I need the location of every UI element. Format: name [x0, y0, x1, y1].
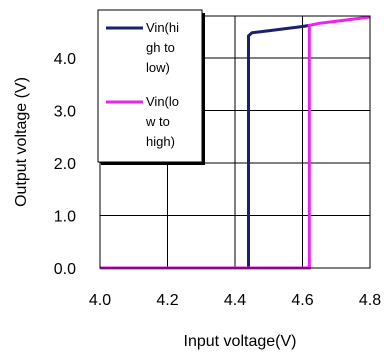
legend-box — [97, 9, 203, 163]
x-tick-label: 4.4 — [224, 292, 246, 309]
y-tick-label: 4.0 — [54, 51, 76, 68]
y-tick-label: 1.0 — [54, 209, 76, 226]
legend-label-2: Vin(lo — [146, 94, 179, 109]
legend-label-2: high) — [146, 134, 175, 149]
x-tick-label: 4.0 — [89, 292, 111, 309]
x-axis-title: Input voltage(V) — [184, 333, 297, 350]
x-tick-label: 4.2 — [156, 292, 178, 309]
x-tick-label: 4.6 — [291, 292, 313, 309]
legend-label-1: low) — [146, 60, 170, 75]
legend-label-2: w to — [145, 114, 170, 129]
x-tick-labels: 4.0 4.2 4.4 4.6 4.8 — [89, 292, 381, 309]
y-axis-title: Output voltage (V) — [13, 77, 30, 207]
legend: Vin(hi gh to low) Vin(lo w to high) — [97, 9, 205, 165]
y-tick-label: 2.0 — [54, 156, 76, 173]
y-tick-label: 0.0 — [54, 261, 76, 278]
y-tick-labels: 0.0 1.0 2.0 3.0 4.0 — [54, 51, 76, 278]
y-tick-label: 3.0 — [54, 104, 76, 121]
series-line-1 — [100, 23, 310, 270]
legend-label-1: Vin(hi — [146, 20, 179, 35]
x-tick-label: 4.8 — [359, 292, 381, 309]
legend-label-1: gh to — [146, 40, 175, 55]
